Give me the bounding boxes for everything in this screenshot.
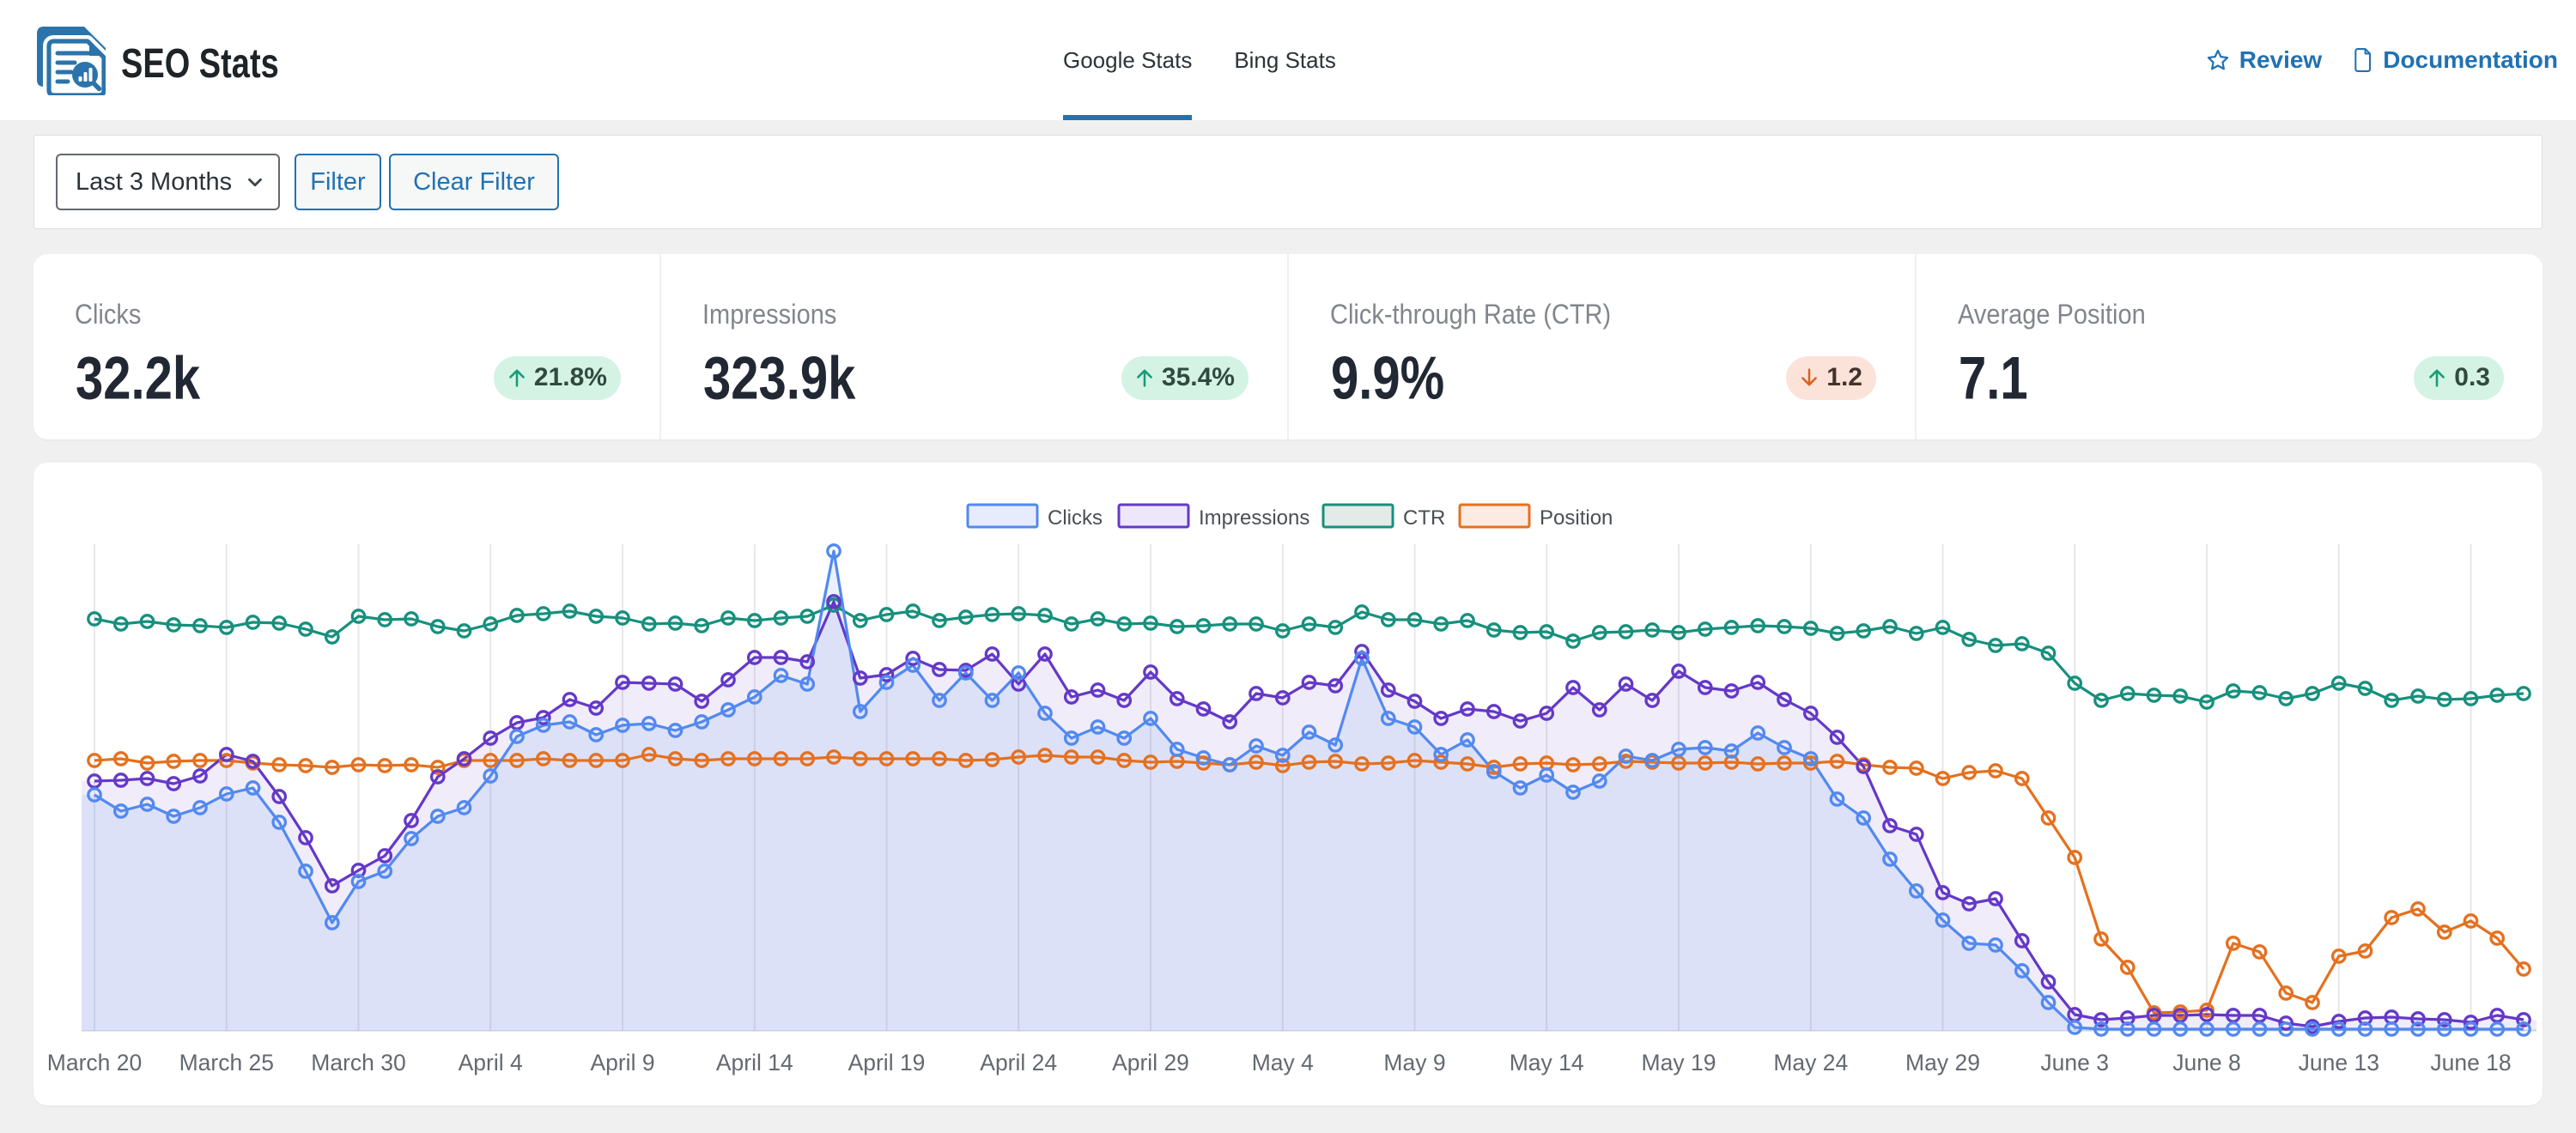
svg-text:March 30: March 30 — [311, 1050, 405, 1075]
svg-text:April 24: April 24 — [980, 1050, 1057, 1075]
svg-text:May 24: May 24 — [1773, 1050, 1848, 1075]
svg-text:June 13: June 13 — [2299, 1050, 2379, 1075]
svg-text:May 29: May 29 — [1905, 1050, 1980, 1075]
svg-text:June 3: June 3 — [2040, 1050, 2109, 1075]
svg-text:May 4: May 4 — [1252, 1050, 1314, 1075]
svg-text:Clicks: Clicks — [1048, 506, 1103, 530]
svg-text:Position: Position — [1540, 506, 1613, 530]
svg-text:April 4: April 4 — [459, 1050, 523, 1075]
svg-text:May 19: May 19 — [1642, 1050, 1716, 1075]
svg-text:CTR: CTR — [1403, 506, 1445, 530]
svg-text:Impressions: Impressions — [1199, 506, 1309, 530]
svg-text:June 8: June 8 — [2172, 1050, 2241, 1075]
svg-text:April 29: April 29 — [1112, 1050, 1189, 1075]
svg-text:May 9: May 9 — [1383, 1050, 1445, 1075]
svg-text:April 14: April 14 — [716, 1050, 793, 1075]
svg-text:March 20: March 20 — [47, 1050, 142, 1075]
svg-text:May 14: May 14 — [1510, 1050, 1584, 1075]
svg-text:April 9: April 9 — [590, 1050, 654, 1075]
svg-text:June 18: June 18 — [2430, 1050, 2511, 1075]
svg-text:April 19: April 19 — [848, 1050, 926, 1075]
svg-text:March 25: March 25 — [179, 1050, 274, 1075]
